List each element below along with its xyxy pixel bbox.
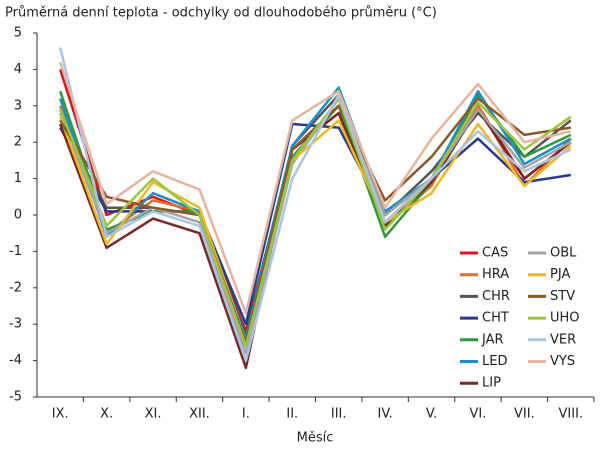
y-tick-label: -4 bbox=[9, 353, 22, 368]
y-tick-label: 1 bbox=[14, 171, 22, 186]
x-tick-label: VIII. bbox=[559, 407, 584, 422]
x-tick-label: IV. bbox=[378, 407, 393, 422]
x-tick-label: VII. bbox=[514, 407, 535, 422]
y-tick-label: 0 bbox=[14, 208, 22, 223]
y-tick-label: -2 bbox=[9, 280, 22, 295]
series-line bbox=[59, 108, 572, 370]
y-tick-label: -5 bbox=[9, 390, 22, 405]
series-line bbox=[58, 47, 572, 362]
chart-title: Průměrná denní teplota - odchylky od dlo… bbox=[5, 6, 437, 21]
x-tick-label: IX. bbox=[52, 407, 69, 422]
x-tick-label: X. bbox=[100, 407, 113, 422]
legend-label: LED bbox=[482, 354, 507, 369]
series-line bbox=[59, 97, 572, 348]
legend-label: LIP bbox=[482, 376, 501, 391]
x-tick-label: VI. bbox=[470, 407, 487, 422]
y-tick-label: 4 bbox=[14, 62, 22, 77]
y-tick-label: 3 bbox=[14, 98, 22, 113]
legend-label: CAS bbox=[482, 246, 508, 261]
legend-label: UHO bbox=[550, 311, 580, 326]
x-tick-label: III. bbox=[331, 407, 347, 422]
x-axis-label: Měsíc bbox=[297, 431, 334, 446]
x-tick-label: II. bbox=[286, 407, 298, 422]
legend-label: PJA bbox=[550, 267, 570, 282]
series-line bbox=[59, 61, 572, 315]
x-tick-label: V. bbox=[426, 407, 437, 422]
y-tick-label: 5 bbox=[14, 26, 22, 41]
legend-label: VER bbox=[550, 332, 576, 347]
legend-label: CHR bbox=[482, 289, 510, 304]
legend-label: OBL bbox=[550, 246, 577, 261]
x-tick-label: XI. bbox=[145, 407, 162, 422]
y-tick-label: 2 bbox=[14, 135, 22, 150]
legend-label: CHT bbox=[482, 311, 509, 326]
y-tick-label: -1 bbox=[9, 244, 22, 259]
series-line bbox=[59, 116, 572, 344]
y-tick-label: -3 bbox=[9, 317, 22, 332]
legend-label: JAR bbox=[481, 332, 504, 347]
legend-label: VYS bbox=[550, 354, 575, 369]
x-tick-label: I. bbox=[242, 407, 250, 422]
x-tick-label: XII. bbox=[189, 407, 210, 422]
legend-label: HRA bbox=[482, 267, 509, 282]
legend-label: STV bbox=[550, 289, 575, 304]
